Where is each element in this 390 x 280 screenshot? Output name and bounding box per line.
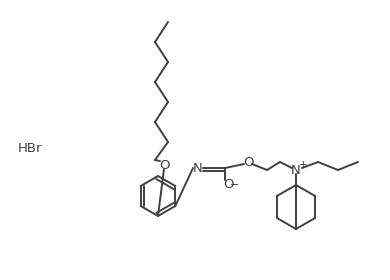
Text: O: O (223, 178, 233, 190)
Text: N: N (193, 162, 203, 174)
Text: HBr: HBr (18, 141, 43, 155)
Text: N: N (291, 164, 301, 176)
Text: +: + (299, 160, 307, 170)
Text: O: O (243, 155, 253, 169)
Text: O: O (159, 158, 169, 171)
Text: −: − (230, 180, 240, 190)
